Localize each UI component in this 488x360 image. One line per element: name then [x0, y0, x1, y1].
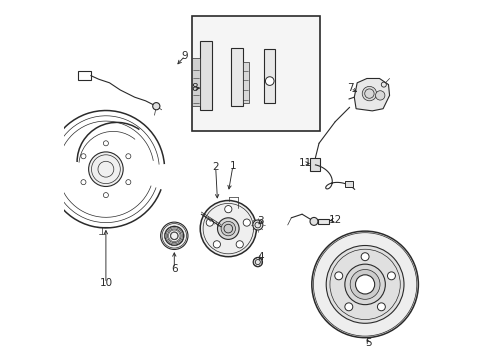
Bar: [309, 158, 320, 171]
Circle shape: [309, 217, 317, 225]
Circle shape: [243, 219, 250, 226]
Circle shape: [311, 231, 418, 338]
Text: 3: 3: [257, 216, 264, 226]
Circle shape: [355, 275, 374, 294]
Text: 12: 12: [328, 215, 341, 225]
Bar: [345, 181, 352, 187]
Bar: [242, 62, 248, 103]
Bar: [192, 16, 320, 131]
Circle shape: [152, 103, 160, 110]
Bar: [231, 48, 242, 106]
Circle shape: [325, 246, 403, 323]
Circle shape: [361, 253, 368, 261]
Circle shape: [213, 241, 220, 248]
Circle shape: [217, 218, 239, 239]
Circle shape: [252, 220, 263, 230]
Text: 2: 2: [212, 162, 219, 172]
Circle shape: [224, 206, 231, 213]
Circle shape: [206, 219, 213, 226]
Circle shape: [386, 272, 395, 280]
Circle shape: [344, 303, 352, 311]
Circle shape: [344, 264, 385, 305]
Text: 10: 10: [99, 278, 112, 288]
Circle shape: [221, 221, 235, 236]
Circle shape: [313, 233, 416, 336]
Circle shape: [377, 303, 385, 311]
Circle shape: [200, 201, 256, 257]
Circle shape: [362, 86, 376, 101]
Circle shape: [265, 77, 273, 85]
Text: 6: 6: [171, 264, 177, 274]
Text: 1: 1: [229, 161, 236, 171]
Circle shape: [253, 257, 262, 267]
Bar: [200, 41, 211, 110]
Circle shape: [334, 272, 342, 280]
Text: 11: 11: [298, 158, 311, 168]
Text: 5: 5: [365, 338, 371, 348]
Text: 7: 7: [346, 83, 353, 93]
Bar: [192, 58, 200, 107]
Circle shape: [349, 270, 379, 299]
Circle shape: [160, 222, 187, 249]
Text: 4: 4: [257, 252, 264, 262]
Text: 9: 9: [182, 51, 188, 61]
Bar: [264, 49, 275, 103]
Bar: [78, 71, 91, 80]
Circle shape: [88, 152, 123, 186]
Circle shape: [375, 91, 384, 100]
Text: 8: 8: [190, 83, 197, 93]
Bar: [317, 219, 328, 224]
Polygon shape: [354, 78, 389, 111]
Circle shape: [236, 241, 243, 248]
